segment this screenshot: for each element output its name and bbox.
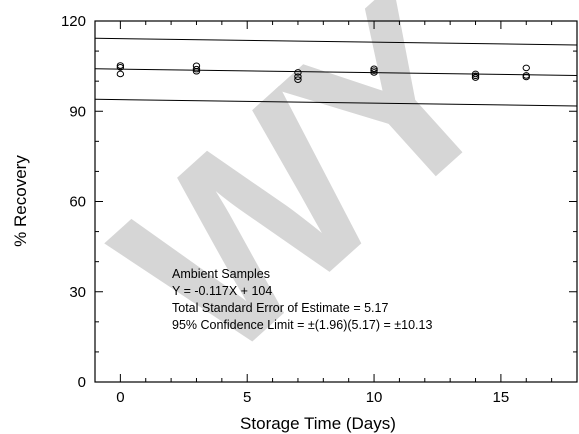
x-tick-label: 5 [243,389,251,406]
y-tick-label: 60 [69,194,86,211]
data-point [522,73,530,81]
data-point [116,64,125,71]
regression-line [94,68,578,76]
data-point [192,62,201,70]
annotation-line-1: Ambient Samples [172,267,270,281]
data-point [294,76,302,83]
x-tick-label: 15 [493,389,510,406]
annotation-block: Ambient Samples Y = -0.117X + 104 Total … [172,267,432,332]
data-point [294,69,302,76]
data-point [522,72,530,79]
y-tick-label: 120 [61,13,86,30]
y-tick-label: 30 [69,284,86,301]
x-tick-label: 0 [116,389,124,406]
upper-limit-line [94,37,578,46]
x-tick-label: 10 [366,389,383,406]
y-tick-label: 0 [78,374,86,391]
data-point [192,67,201,75]
watermark: WY [68,0,544,411]
data-point [370,69,378,76]
annotation-line-3: Total Standard Error of Estimate = 5.17 [172,301,388,315]
lower-limit-line [94,98,578,107]
y-axis-title: % Recovery [11,155,30,247]
annotation-line-2: Y = -0.117X + 104 [172,284,272,298]
x-axis-title: Storage Time (Days) [240,414,396,433]
data-point [471,74,480,81]
data-point [116,70,125,78]
data-point [522,64,530,72]
y-tick-label: 90 [69,103,86,120]
annotation-line-4: 95% Confidence Limit = ±(1.96)(5.17) = ±… [172,318,432,332]
data-point [192,65,201,73]
data-point [294,73,302,80]
